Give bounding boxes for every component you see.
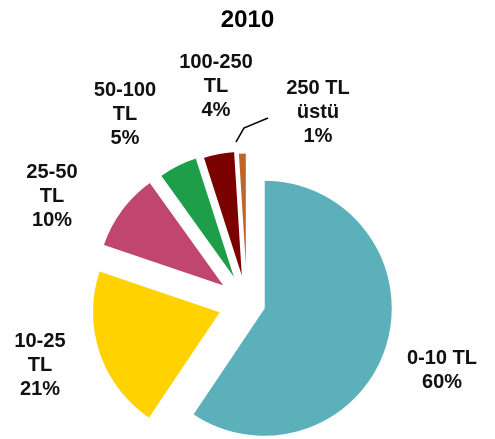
category-label: 250 TL üstü (286, 77, 350, 123)
pie-slice (202, 151, 244, 280)
value-label: 10% (31, 209, 73, 231)
value-label: 1% (303, 125, 333, 147)
value-label: 4% (201, 99, 231, 121)
slice-label: 50-100 TL 5% (85, 78, 165, 150)
slice-label: 10-25 TL 21% (8, 329, 72, 401)
value-label: 21% (19, 378, 61, 400)
slice-label: 250 TL üstü 1% (278, 76, 358, 148)
pie-slice (92, 270, 222, 419)
value-label: 5% (110, 127, 140, 149)
category-label: 100-250 TL (179, 51, 253, 97)
slice-label: 25-50 TL 10% (20, 160, 84, 232)
value-label: 60% (421, 371, 463, 393)
slice-label: 0-10 TL 60% (392, 346, 492, 394)
pie-slice (192, 179, 393, 437)
category-label: 25-50 TL (26, 161, 78, 207)
category-label: 10-25 TL (14, 330, 66, 376)
leader-line (235, 117, 269, 143)
category-label: 50-100 TL (93, 79, 157, 125)
pie-slice (160, 157, 236, 281)
pie-slice (237, 152, 247, 282)
category-label: 0-10 TL (406, 347, 478, 369)
pie-slice (102, 181, 226, 288)
slice-label: 100-250 TL 4% (171, 50, 261, 122)
chart-title: 2010 (220, 6, 275, 33)
